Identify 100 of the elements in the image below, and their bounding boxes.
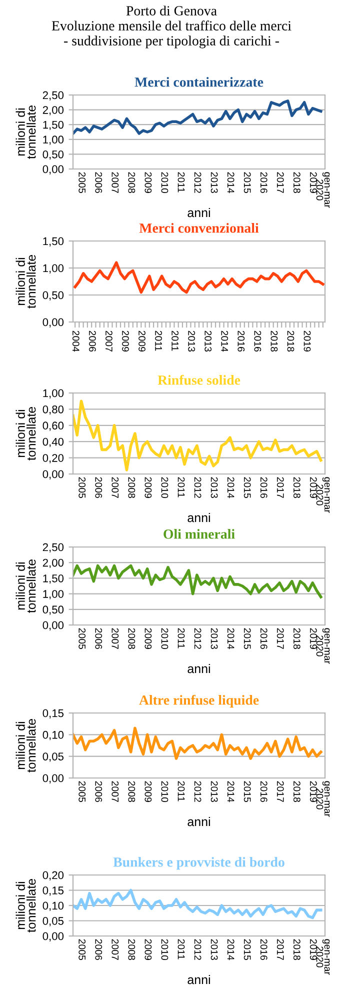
x-tick-label: 2007 (112, 939, 119, 960)
x-tick-label: 2014 (227, 939, 234, 960)
x-tick-label: 2005 (78, 939, 86, 960)
x-tick-label: 2019 (310, 939, 317, 960)
y-tick-label: 0,50 (42, 606, 64, 615)
x-tick-label: 2011 (155, 330, 162, 351)
x-tick-label: 2010 (161, 628, 168, 650)
y-tick-label: 0,05 (42, 752, 64, 762)
y-tick-label: 0,60 (42, 422, 64, 431)
x-tick-label: 2009 (144, 477, 152, 498)
x-tick-label: 2006 (95, 628, 102, 649)
x-tick-label: 2013 (210, 628, 218, 649)
x-axis-title: anni (188, 208, 210, 218)
x-tick-label: 2009 (122, 330, 129, 352)
y-tick-label: 1,00 (43, 264, 64, 274)
x-tick-label: 2010 (161, 477, 168, 498)
y-tick-label: 0,00 (42, 932, 64, 942)
text: Evoluzione mensile del traffico delle merci (52, 20, 292, 30)
x-tick-label: 2014 (227, 172, 234, 194)
x-tick-label: 2009 (144, 628, 152, 649)
x-tick-label: 2008 (128, 939, 136, 960)
y-axis-title: milioni di tonnellate (16, 105, 36, 159)
x-tick-label: 2014 (227, 628, 234, 650)
x-tick-label: 2011 (172, 330, 178, 351)
y-axis-title: milioni di tonnellate (16, 406, 36, 460)
x-tick-label: 2017 (276, 781, 284, 802)
y-tick-label: 0,50 (42, 291, 64, 300)
y-tick-label: 0,20 (42, 871, 64, 880)
x-axis-title: anni (188, 816, 210, 826)
x-tick-label: 2007 (106, 330, 112, 352)
x-tick-label: 2017 (276, 628, 284, 649)
x-tick-label: 2018 (270, 330, 278, 352)
x-tick-label: 2014 (221, 330, 228, 352)
x-tick-label: 2018 (293, 172, 300, 193)
x-axis-title: anni (188, 664, 210, 674)
x-tick-label: 2015 (244, 628, 251, 649)
y-axis-title: milioni di tonnellate (16, 878, 36, 932)
line-series (73, 726, 322, 760)
y-tick-label: 0,40 (42, 438, 64, 448)
x-tick-label: 2015 (244, 781, 251, 802)
x-tick-label: 2012 (194, 172, 202, 193)
y-tick-label: 1,50 (43, 237, 64, 246)
y-tick-label: 1,50 (43, 120, 64, 130)
x-tick-label: 2011 (178, 477, 185, 498)
x-tick-label: 2016 (260, 628, 268, 649)
x-tick-label: gen-mar 2020 (316, 628, 330, 664)
y-tick-label: 1,00 (43, 590, 64, 600)
x-tick-label: 2014 (227, 781, 234, 802)
x-tick-label: 2019 (304, 330, 311, 352)
x-tick-label: 2017 (276, 172, 284, 193)
x-tick-label: 2008 (128, 628, 136, 649)
y-tick-label: 0,00 (42, 165, 64, 174)
x-tick-label: 2019 (310, 781, 317, 802)
x-tick-label: 2016 (260, 781, 268, 802)
chart-title: Merci convenzionali (139, 223, 259, 233)
chart-title: Altre rinfuse liquide (139, 694, 259, 708)
text: Porto di Genova (126, 6, 217, 16)
x-tick-label: 2006 (95, 477, 102, 498)
y-axis-title: milioni di tonnellate (16, 718, 36, 772)
y-tick-label: 0,80 (42, 405, 64, 415)
chart-title: Rinfuse solide (158, 374, 240, 385)
y-tick-label: 1,00 (43, 136, 64, 145)
x-tick-label: 2009 (144, 172, 152, 193)
x-tick-label: 2016 (238, 330, 245, 352)
x-tick-label: gen-mar 2020 (316, 939, 330, 975)
x-tick-label: 2015 (244, 172, 251, 193)
x-tick-label: 2011 (178, 628, 185, 648)
x-tick-label: 2018 (293, 477, 300, 498)
x-tick-label: 2012 (194, 628, 202, 649)
x-tick-label: 2006 (95, 939, 102, 960)
x-tick-label: 2006 (95, 781, 102, 802)
y-tick-label: 0,00 (42, 470, 64, 480)
x-tick-label: 2017 (276, 477, 284, 498)
x-tick-label: 2009 (144, 939, 152, 960)
x-tick-label: 2007 (112, 628, 119, 649)
x-tick-label: 2018 (287, 330, 294, 352)
chart-title: Oli minerali (164, 529, 235, 539)
x-tick-label: 2016 (260, 477, 268, 498)
x-tick-label: 2005 (78, 781, 86, 802)
x-tick-label: gen-mar 2020 (316, 477, 330, 513)
line-series (73, 888, 322, 920)
x-tick-label: 2009 (144, 781, 152, 802)
x-axis-title: anni (188, 974, 210, 984)
y-axis-title: milioni di tonnellate (16, 254, 36, 308)
x-tick-label: 2018 (293, 939, 300, 960)
y-tick-label: 0,50 (42, 150, 64, 160)
x-tick-label: 2016 (260, 939, 268, 960)
y-tick-label: 2,00 (42, 106, 64, 116)
x-tick-label: 2018 (293, 628, 300, 649)
y-axis-title: milioni di tonnellate (16, 559, 36, 613)
x-tick-label: 2011 (178, 172, 185, 192)
y-tick-label: 0,00 (42, 318, 64, 328)
x-tick-label: 2004 (72, 330, 80, 352)
x-tick-label: 2010 (161, 781, 168, 802)
y-tick-label: 0,10 (42, 902, 64, 911)
text: - suddivisione per tipologia di carichi - (64, 36, 279, 48)
x-tick-label: 2018 (293, 781, 300, 802)
x-tick-label: 2012 (194, 477, 202, 498)
x-tick-label: 2019 (310, 172, 317, 193)
x-tick-label: 2013 (210, 172, 218, 193)
